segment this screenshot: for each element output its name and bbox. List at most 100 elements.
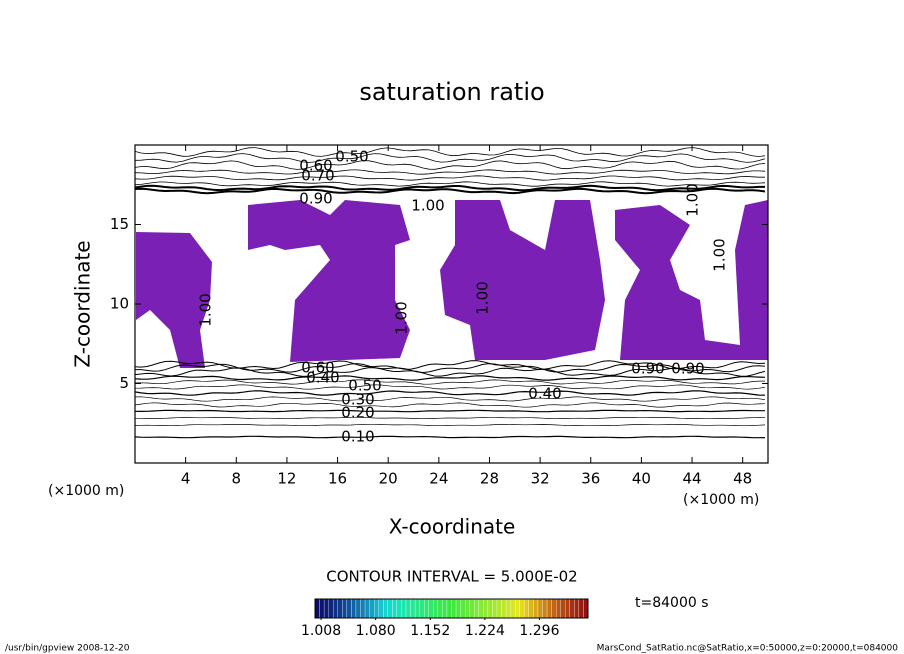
contour-label: 0.10 (341, 428, 374, 446)
contour-label: 0.50 (348, 377, 381, 395)
colorbar-stripe (401, 598, 407, 619)
colorbar-stripe (455, 598, 461, 619)
contour-label: 0.40 (306, 369, 339, 387)
contour-label: 1.00 (711, 238, 729, 271)
contour-line (134, 169, 766, 175)
x-tick-label: 4 (181, 470, 191, 488)
colorbar-stripe (519, 598, 525, 619)
colorbar-tick-label: 1.008 (301, 623, 341, 639)
contour-line (134, 396, 766, 402)
colorbar-stripe (333, 598, 338, 619)
x-tick-label: 48 (733, 470, 752, 488)
colorbar-stripe (528, 598, 534, 619)
colorbar-stripe (410, 598, 416, 619)
colorbar-stripe (451, 598, 457, 619)
contour-line (134, 147, 766, 157)
colorbar-stripe (487, 598, 493, 619)
filled-region (136, 232, 212, 368)
contour-label: 0.50 (335, 148, 368, 166)
colorbar-stripe (537, 598, 543, 619)
contour-label: 0.20 (341, 404, 374, 422)
colorbar-stripe (442, 598, 448, 619)
colorbar-stripe (578, 598, 584, 619)
colorbar-stripe (405, 598, 411, 619)
filled-region (248, 200, 410, 362)
colorbar-stripe (346, 598, 352, 619)
colorbar-stripe (542, 598, 548, 619)
contour-label: 0.30 (341, 391, 374, 409)
colorbar-stripe (478, 598, 484, 619)
colorbar-stripe (351, 598, 357, 619)
colorbar-tick-label: 1.080 (356, 623, 396, 639)
contour-line (134, 175, 765, 181)
colorbar-tick-label: 1.296 (519, 623, 559, 639)
colorbar-stripe (546, 598, 552, 619)
colorbar-stripe (501, 598, 507, 619)
x-tick-label: 24 (429, 470, 448, 488)
contour-line (134, 184, 765, 192)
x-tick-label: 16 (328, 470, 347, 488)
colorbar-stripe (565, 598, 570, 619)
contour-label: 1.00 (197, 293, 215, 326)
contour-line (134, 375, 766, 381)
x-axis-label: X-coordinate (389, 515, 516, 539)
colorbar-tick-label: 1.224 (465, 623, 505, 639)
colorbar-tick-label: 1.152 (410, 623, 450, 639)
colorbar-stripe (515, 598, 520, 619)
x-tick-label: 40 (632, 470, 651, 488)
colorbar-stripe (496, 598, 502, 619)
contour-label: 1.00 (393, 301, 411, 334)
colorbar-stripe (387, 598, 393, 619)
contour-label: 0.90 (299, 190, 332, 208)
contour-line (134, 402, 766, 408)
colorbar-stripe (414, 598, 420, 619)
colorbar-stripe (574, 598, 580, 619)
contour-label: 0.90 (671, 360, 704, 378)
x-tick-label: 8 (232, 470, 242, 488)
colorbar-stripe (428, 598, 434, 619)
contour-line (134, 153, 766, 163)
colorbar-stripe (433, 598, 438, 619)
colorbar-stripe (328, 598, 334, 619)
filled-region (440, 200, 605, 360)
colorbar-stripe (319, 598, 325, 619)
contour-label: 0.60 (299, 157, 332, 175)
colorbar-stripe (355, 598, 361, 619)
colorbar-stripe (556, 598, 561, 619)
colorbar-stripe (396, 598, 402, 619)
colorbar-stripe (446, 598, 452, 619)
colorbar-stripe (424, 598, 429, 619)
contour-line (134, 360, 766, 370)
colorbar-stripe (373, 598, 379, 619)
x-tick-label: 32 (531, 470, 550, 488)
colorbar-stripe (369, 598, 375, 619)
colorbar-stripe (505, 598, 511, 619)
x-tick-label: 44 (682, 470, 701, 488)
contour-line (134, 423, 766, 427)
y-axis-label: Z-coordinate (71, 240, 95, 367)
contour-label: 0.90 (631, 360, 664, 378)
colorbar-stripe (492, 598, 498, 619)
colorbar-stripe (510, 598, 516, 619)
colorbar-stripe (533, 598, 539, 619)
y-tick-label: 15 (110, 215, 129, 233)
contour-label: 1.00 (684, 183, 702, 216)
contour-line (134, 435, 766, 439)
colorbar-stripe (569, 598, 575, 619)
time-label: t=84000 s (635, 595, 709, 611)
filled-regions (136, 200, 768, 368)
colorbar-stripe (474, 598, 479, 619)
colorbar-stripe (337, 598, 343, 619)
colorbar-stripe (383, 598, 388, 619)
contour-label: 1.00 (411, 197, 444, 215)
contour-line (134, 187, 766, 195)
x-tick-label: 28 (480, 470, 499, 488)
colorbar-stripe (342, 598, 347, 619)
contour-line (134, 390, 766, 396)
colorbar-stripe (460, 598, 466, 619)
colorbar-stripe (323, 598, 329, 619)
colorbar-stripe (524, 598, 529, 619)
colorbar-stripe (437, 598, 443, 619)
